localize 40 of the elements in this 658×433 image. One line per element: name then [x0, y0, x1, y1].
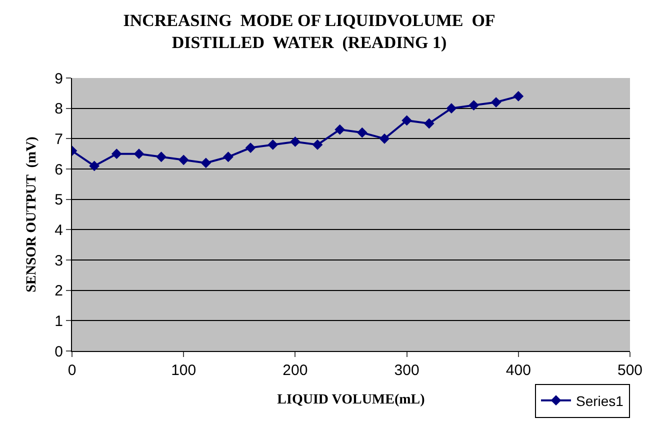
point: [178, 154, 189, 166]
y-tick-label: 0: [54, 343, 63, 360]
legend-label: Series1: [576, 392, 624, 409]
y-tick-label: 6: [54, 161, 63, 178]
y-tick-label: 3: [54, 252, 63, 270]
x-tick-label: 400: [506, 362, 531, 379]
y-tick-label: 1: [54, 312, 63, 330]
y-tick-label: 4: [54, 222, 63, 239]
point: [468, 100, 479, 110]
x-tick-label: 200: [282, 362, 308, 379]
point: [334, 124, 346, 135]
point: [312, 140, 323, 150]
point: [513, 91, 524, 102]
point: [290, 136, 300, 147]
y-axis-title: SENSOR OUTPUT (mV): [24, 136, 40, 292]
x-tick-label: 100: [171, 362, 196, 379]
point: [89, 160, 100, 172]
point: [134, 148, 144, 160]
y-tick-label: 9: [54, 70, 63, 88]
point: [490, 97, 502, 108]
y-tick-label: 7: [54, 130, 63, 148]
x-tick-label: 0: [68, 362, 76, 379]
point: [223, 152, 234, 162]
x-tick-label: 300: [394, 362, 420, 379]
point: [356, 127, 368, 138]
point: [402, 115, 412, 126]
point: [424, 118, 434, 129]
x-tick-label: 500: [617, 362, 643, 379]
point: [268, 140, 278, 150]
point: [379, 133, 390, 144]
y-tick-label: 2: [54, 282, 63, 300]
x-axis-title: LIQUID VOLUME(mL): [277, 392, 426, 408]
point: [200, 158, 212, 168]
point: [156, 152, 166, 162]
chart-title: INCREASING MODE OF LIQUIDVOLUME OF DISTILLED WATER (READING 1): [123, 10, 496, 52]
point: [111, 148, 122, 160]
y-tick-label: 5: [54, 192, 63, 209]
point: [245, 142, 256, 153]
y-tick-label: 8: [54, 100, 63, 118]
point: [446, 103, 457, 114]
